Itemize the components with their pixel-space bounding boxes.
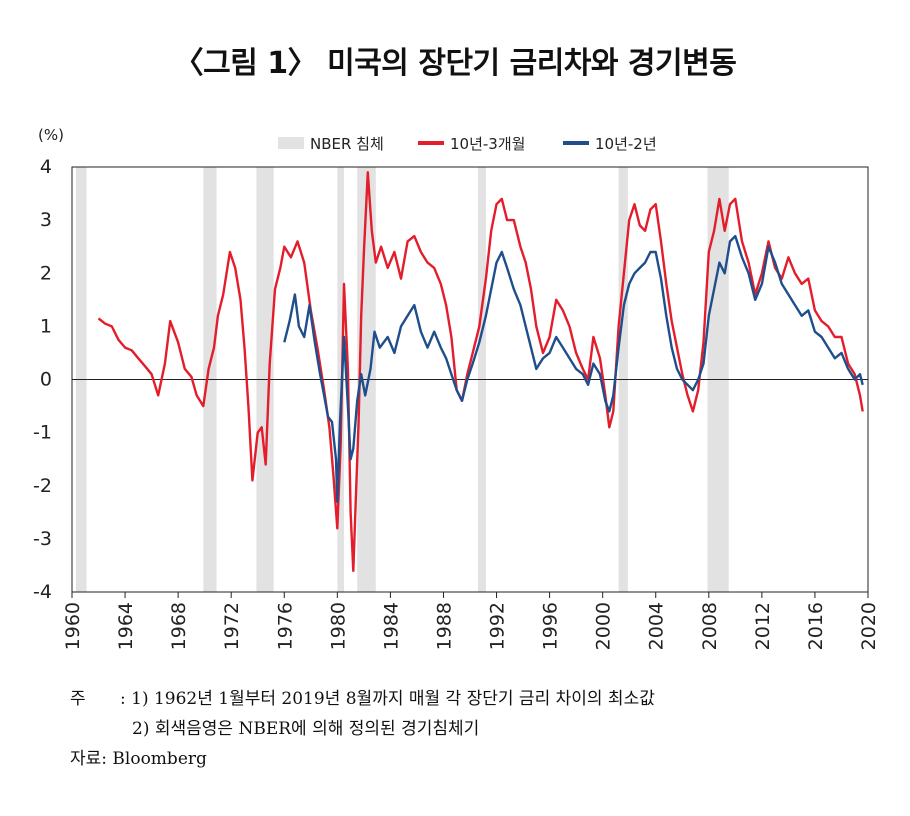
x-tick-label: 1980 xyxy=(327,602,349,650)
x-tick-label: 2016 xyxy=(805,602,827,650)
x-tick-label: 2020 xyxy=(858,602,880,650)
x-tick-label: 1964 xyxy=(115,602,137,650)
x-tick-label: 1984 xyxy=(380,602,402,650)
y-tick-label: -4 xyxy=(33,581,52,603)
x-tick-label: 1996 xyxy=(540,602,562,650)
note-1-text: : 1) 1962년 1월부터 2019년 8월까지 매월 각 장단기 금리 차… xyxy=(120,689,655,709)
legend-label-0: NBER 침체 xyxy=(310,135,384,153)
y-tick-label: 0 xyxy=(40,369,52,391)
y-tick-label: -3 xyxy=(33,528,52,550)
source-note: 자료: Bloomberg xyxy=(70,744,655,774)
x-tick-label: 2000 xyxy=(593,602,615,650)
note-1: 주 : 1) 1962년 1월부터 2019년 8월까지 매월 각 장단기 금리 … xyxy=(70,684,655,714)
x-tick-label: 2008 xyxy=(699,602,721,650)
x-tick-label: 1992 xyxy=(487,602,509,650)
y-tick-label: 3 xyxy=(40,209,52,231)
x-tick-label: 1976 xyxy=(274,602,296,650)
x-tick-label: 1960 xyxy=(62,602,84,650)
legend-label-1: 10년-3개월 xyxy=(450,135,525,153)
note-2: 2) 회색음영은 NBER에 의해 정의된 경기침체기 xyxy=(70,714,655,744)
series-layer xyxy=(97,171,864,572)
chart-title: 〈그림 1〉 미국의 장단기 금리차와 경기변동 xyxy=(173,46,737,81)
y-axis: 4 3 2 1 0 -1 -2 -3 -4 xyxy=(33,156,52,603)
x-axis: 1960 1964 1968 1972 1976 1980 1984 1988 1992 1996… xyxy=(62,592,880,650)
y-tick-label: 2 xyxy=(40,262,52,284)
y-tick-label: -2 xyxy=(33,475,52,497)
legend-swatch-recession xyxy=(278,137,304,149)
note-2-text: 2) 회색음영은 NBER에 의해 정의된 경기침체기 xyxy=(132,719,480,739)
x-tick-label: 1972 xyxy=(221,602,243,650)
y-tick-label: 1 xyxy=(40,315,52,337)
series-line-1 xyxy=(283,234,864,503)
y-tick-label: 4 xyxy=(40,156,52,178)
note-prefix: 주 xyxy=(70,689,86,709)
legend: NBER 침체 10년-3개월 10년-2년 xyxy=(278,135,657,153)
x-tick-label: 1968 xyxy=(168,602,190,650)
legend-label-2: 10년-2년 xyxy=(595,135,657,153)
x-tick-label: 1988 xyxy=(433,602,455,650)
x-tick-label: 2004 xyxy=(646,602,668,650)
y-axis-label: (%) xyxy=(38,126,64,144)
notes: 주 : 1) 1962년 1월부터 2019년 8월까지 매월 각 장단기 금리 … xyxy=(70,684,655,774)
source-text: 자료: Bloomberg xyxy=(70,749,207,769)
x-tick-label: 2012 xyxy=(752,602,774,650)
y-tick-label: -1 xyxy=(33,422,52,444)
